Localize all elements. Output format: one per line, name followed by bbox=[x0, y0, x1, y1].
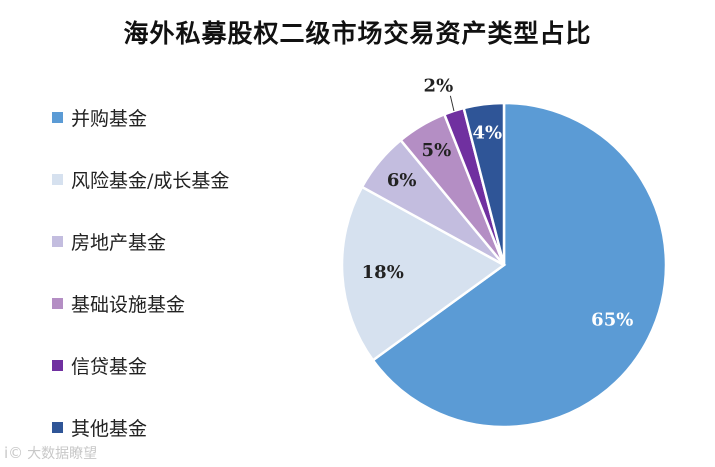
legend-swatch-buyout bbox=[52, 111, 63, 123]
data-label-real-estate: 6% bbox=[387, 170, 417, 191]
legend-item-infrastructure: 基础设施基金 bbox=[52, 272, 229, 334]
pie-slice-venture-growth bbox=[340, 185, 507, 362]
chart-legend: 并购基金 风险基金/成长基金 房地产基金 基础设施基金 信贷基金 其他基金 bbox=[52, 86, 229, 458]
pie-slice-buyout bbox=[371, 101, 668, 429]
legend-swatch-infrastructure bbox=[52, 297, 63, 309]
data-label-infrastructure: 5% bbox=[422, 140, 452, 161]
legend-label-other: 其他基金 bbox=[71, 417, 148, 440]
data-label-venture-growth: 18% bbox=[362, 262, 404, 283]
legend-swatch-other bbox=[52, 421, 63, 433]
legend-item-real-estate: 房地产基金 bbox=[52, 210, 229, 272]
data-label-buyout: 65% bbox=[591, 310, 633, 331]
chart-title: 海外私募股权二级市场交易资产类型占比 bbox=[123, 19, 592, 48]
legend-item-credit: 信贷基金 bbox=[52, 334, 229, 396]
legend-label-credit: 信贷基金 bbox=[71, 355, 148, 378]
legend-swatch-venture-growth bbox=[52, 173, 63, 185]
legend-item-buyout: 并购基金 bbox=[52, 86, 229, 148]
legend-item-other: 其他基金 bbox=[52, 396, 229, 458]
legend-label-venture-growth: 风险基金/成长基金 bbox=[71, 169, 230, 192]
watermark: i© 大数据瞭望 bbox=[4, 443, 97, 463]
legend-item-venture-growth: 风险基金/成长基金 bbox=[52, 148, 229, 210]
legend-swatch-real-estate bbox=[52, 235, 63, 247]
watermark-text: 大数据瞭望 bbox=[27, 446, 98, 462]
legend-label-real-estate: 房地产基金 bbox=[71, 231, 167, 254]
data-label-credit: 2% bbox=[424, 75, 454, 96]
pie-slice-other bbox=[462, 101, 506, 266]
legend-label-buyout: 并购基金 bbox=[71, 107, 148, 130]
leader-line-credit bbox=[449, 95, 455, 112]
legend-label-infrastructure: 基础设施基金 bbox=[71, 293, 186, 316]
watermark-logo-icon: i© bbox=[4, 444, 24, 462]
data-label-other: 4% bbox=[473, 123, 503, 144]
legend-swatch-credit bbox=[52, 359, 63, 371]
